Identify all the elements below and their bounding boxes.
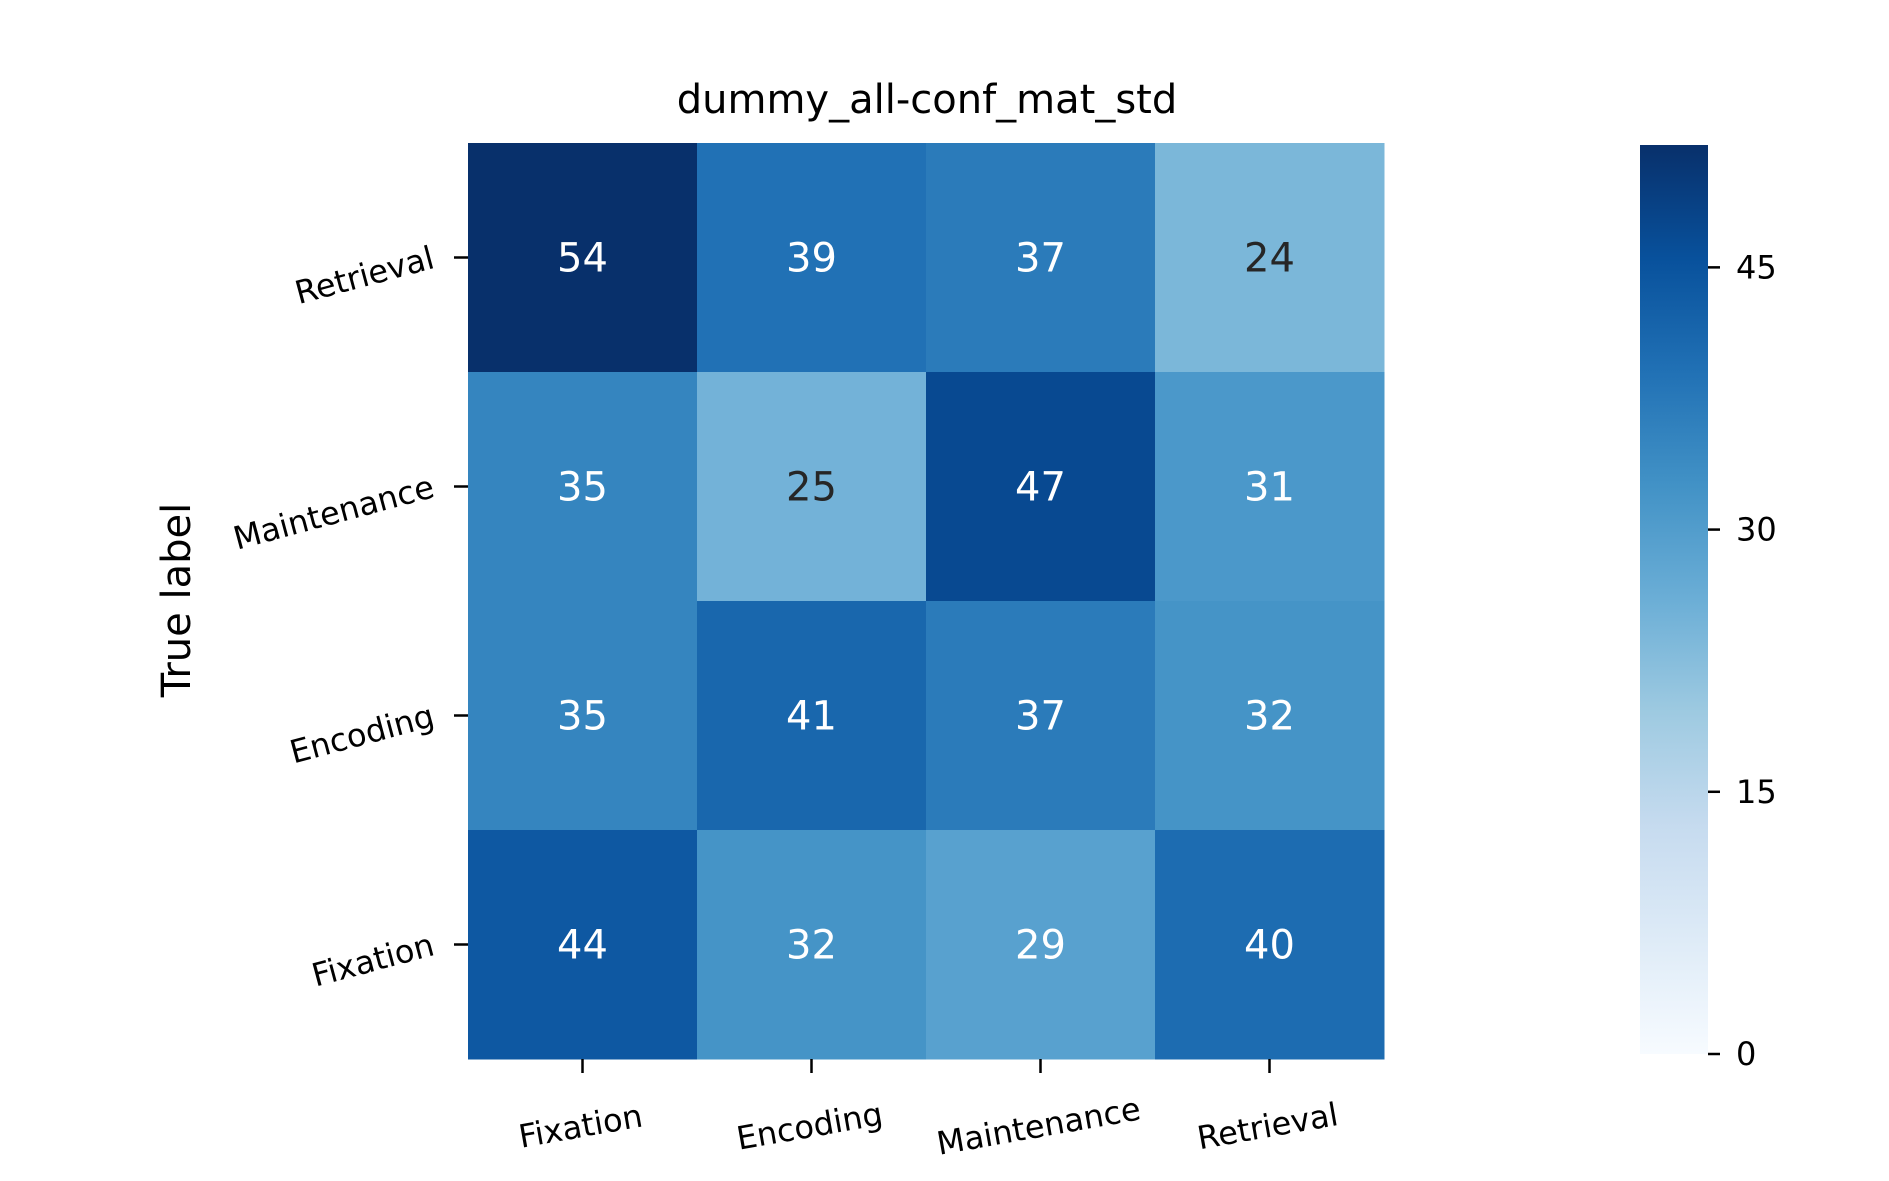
cell-value-label: 24 xyxy=(1244,236,1295,282)
cell-value-label: 39 xyxy=(786,236,837,282)
y-axis-label: True label xyxy=(154,503,200,698)
x-tick-label: Encoding xyxy=(734,1095,886,1158)
colorbar-tick-label: 30 xyxy=(1736,511,1777,549)
heatmap-cell xyxy=(1155,143,1385,373)
cell-value-label: 25 xyxy=(786,465,837,511)
cell-value-label: 29 xyxy=(1015,923,1066,969)
heatmap-cell xyxy=(1155,830,1385,1060)
x-axis: Fixation Encoding Maintenance Retrieval xyxy=(516,1059,1341,1163)
heatmap-cell xyxy=(926,830,1156,1060)
heatmap-cell xyxy=(926,372,1156,602)
colorbar-tick-label: 0 xyxy=(1736,1035,1756,1073)
colorbar xyxy=(1640,145,1708,1054)
cell-value-label: 35 xyxy=(557,465,608,511)
heatmap-cell xyxy=(697,372,927,602)
heatmap-cell xyxy=(468,601,698,831)
cell-value-label: 37 xyxy=(1015,236,1066,282)
heatmap-cell xyxy=(468,143,698,373)
cell-value-label: 32 xyxy=(786,923,837,969)
cell-value-label: 32 xyxy=(1244,694,1295,740)
cell-value-label: 40 xyxy=(1244,923,1295,969)
cell-value-label: 35 xyxy=(557,694,608,740)
heatmap-cell xyxy=(926,143,1156,373)
heatmap-cell xyxy=(926,601,1156,831)
heatmap-cell xyxy=(697,601,927,831)
y-axis: Retrieval Maintenance Encoding Fixation xyxy=(229,239,468,995)
cell-value-label: 54 xyxy=(557,236,608,282)
colorbar-tick-label: 15 xyxy=(1736,773,1777,811)
x-tick-label: Fixation xyxy=(516,1097,646,1156)
heatmap-cell xyxy=(1155,601,1385,831)
colorbar-ticks: 0 15 30 45 xyxy=(1708,248,1777,1073)
cell-value-label: 31 xyxy=(1244,465,1295,511)
cell-value-label: 41 xyxy=(786,694,837,740)
x-tick-label: Maintenance xyxy=(934,1090,1144,1163)
colorbar-tick-label: 45 xyxy=(1736,248,1777,286)
heatmap-cell xyxy=(697,143,927,373)
y-tick-label: Fixation xyxy=(308,926,438,995)
cell-value-label: 44 xyxy=(557,923,608,969)
heatmap-cell xyxy=(468,830,698,1060)
y-tick-label: Maintenance xyxy=(229,468,438,558)
y-tick-label: Retrieval xyxy=(291,239,438,313)
y-tick-label: Encoding xyxy=(286,697,438,772)
chart-title: dummy_all-conf_mat_std xyxy=(677,77,1178,123)
x-tick-label: Retrieval xyxy=(1194,1095,1341,1157)
cell-value-label: 37 xyxy=(1015,694,1066,740)
heatmap-cell xyxy=(697,830,927,1060)
heatmap-cells: 54 39 37 24 35 25 47 31 35 41 37 32 44 32 29 40 xyxy=(468,143,1385,1060)
heatmap-cell xyxy=(468,372,698,602)
cell-value-label: 47 xyxy=(1015,465,1066,511)
heatmap-cell xyxy=(1155,372,1385,602)
